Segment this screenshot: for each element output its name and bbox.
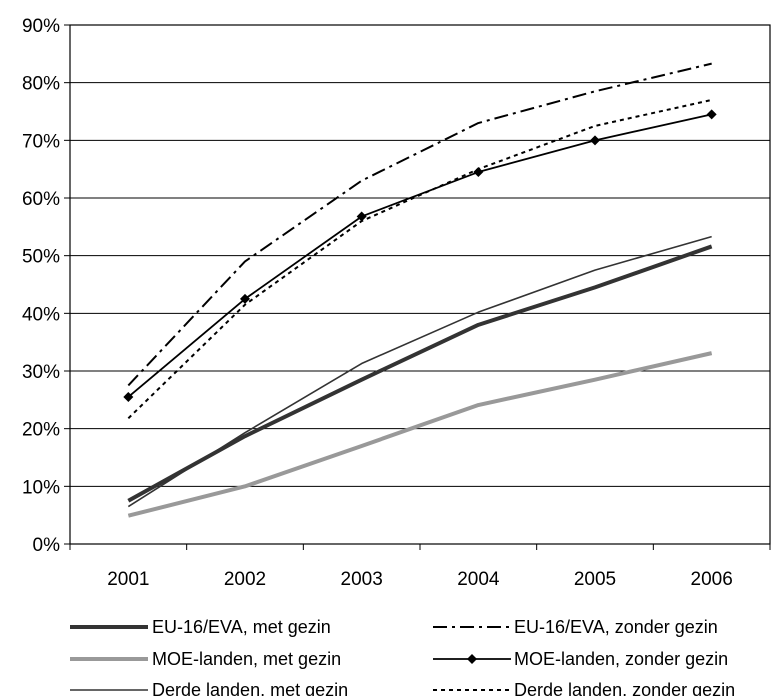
legend-label: EU-16/EVA, met gezin <box>152 617 331 637</box>
y-tick-label: 60% <box>22 189 60 210</box>
legend-entry: MOE-landen, zonder gezin <box>433 649 728 669</box>
x-tick-label: 2003 <box>341 569 383 590</box>
legend: EU-16/EVA, met gezin EU-16/EVA, zonder ge… <box>70 617 735 696</box>
y-tick-label: 70% <box>22 131 60 152</box>
series-line <box>127 235 712 508</box>
y-tick-label: 80% <box>22 74 60 95</box>
legend-label: MOE-landen, zonder gezin <box>514 649 728 669</box>
series-4 <box>127 235 712 508</box>
legend-entry: Derde landen, zonder gezin <box>433 680 735 696</box>
series-3 <box>123 109 717 402</box>
series-2 <box>127 351 713 518</box>
y-tick-label: 50% <box>22 247 60 268</box>
data-point-marker <box>706 109 717 120</box>
x-tick-label: 2002 <box>224 569 266 590</box>
y-tick-label: 0% <box>33 535 61 556</box>
x-tick-label: 2005 <box>574 569 616 590</box>
data-point-marker <box>123 391 134 402</box>
x-tick-label: 2006 <box>691 569 733 590</box>
series-1 <box>127 62 712 387</box>
gridlines <box>70 82 770 487</box>
y-tick-label: 90% <box>22 16 60 37</box>
series-0 <box>127 244 713 503</box>
series-line <box>127 351 713 518</box>
legend-label: Derde landen, met gezin <box>152 680 348 696</box>
legend-label: EU-16/EVA, zonder gezin <box>514 617 718 637</box>
legend-entry: EU-16/EVA, zonder gezin <box>433 617 718 637</box>
legend-entry: EU-16/EVA, met gezin <box>70 617 331 637</box>
series-line <box>127 113 712 398</box>
data-point-marker <box>356 211 367 222</box>
legend-label: Derde landen, zonder gezin <box>514 680 735 696</box>
plot-area <box>69 24 771 545</box>
x-axis-ticks: 2001 2002 2003 2004 2005 2006 <box>69 544 771 590</box>
y-tick-label: 40% <box>22 304 60 325</box>
data-point-marker <box>473 167 484 178</box>
data-point-marker <box>240 293 250 304</box>
x-tick-label: 2001 <box>107 569 149 590</box>
legend-marker <box>467 654 477 664</box>
y-tick-label: 20% <box>22 420 60 441</box>
x-tick-label: 2004 <box>457 569 500 590</box>
y-axis-ticks: 0% 10% 20% 30% 40% 50% 60% 70% 80% 90% <box>22 16 70 556</box>
y-tick-label: 10% <box>22 477 60 498</box>
series-line <box>127 244 713 503</box>
y-tick-label: 30% <box>22 362 60 383</box>
series-line <box>127 62 712 387</box>
series-lines <box>123 62 717 518</box>
legend-entry: Derde landen, met gezin <box>70 680 348 696</box>
legend-label: MOE-landen, met gezin <box>152 649 341 669</box>
legend-entry: MOE-landen, met gezin <box>70 649 341 669</box>
data-point-marker <box>590 135 600 146</box>
